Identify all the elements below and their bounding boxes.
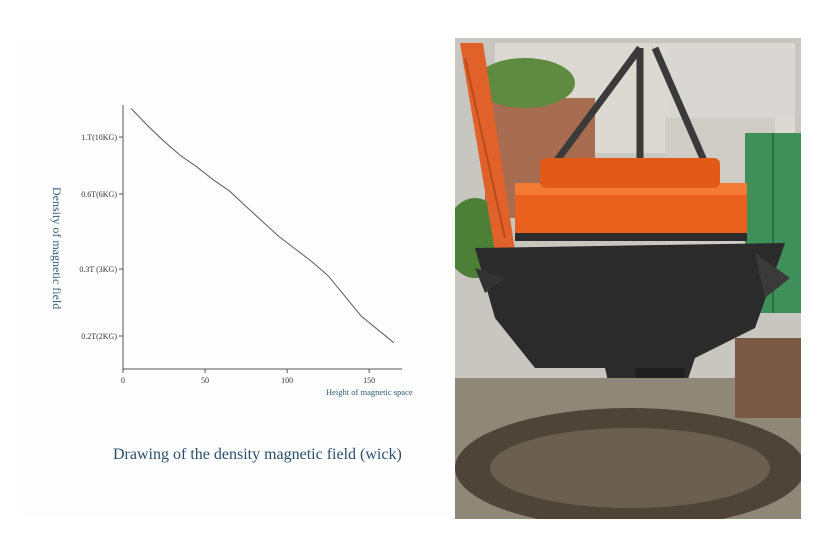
x-tick-label: 100 [281, 376, 293, 385]
x-tick-label: 50 [201, 376, 209, 385]
x-axis-label: Height of magnetic space [326, 387, 413, 397]
y-axis-label: Density of magnetic field [50, 187, 64, 310]
electromagnet-lifting-scrap-photo [455, 38, 801, 519]
y-tick-label: 0.2T(2KG) [81, 332, 117, 341]
chart-caption: Drawing of the density magnetic field (w… [113, 446, 402, 463]
y-tick-label: 0.6T(6KG) [81, 190, 117, 199]
chart-panel: 0.2T(2KG) 0.3T (3KG) 0.6T(6KG) 1.T(10KG) 0 50… [20, 37, 450, 517]
electromagnet-photo [455, 38, 801, 519]
density-chart: 0.2T(2KG) 0.3T (3KG) 0.6T(6KG) 1.T(10KG) 0 50… [79, 105, 413, 397]
y-tick-label: 1.T(10KG) [81, 133, 117, 142]
density-curve [130, 108, 395, 344]
y-tick-label: 0.3T (3KG) [79, 265, 117, 274]
x-tick-label: 150 [363, 376, 375, 385]
x-tick-label: 0 [121, 376, 125, 385]
